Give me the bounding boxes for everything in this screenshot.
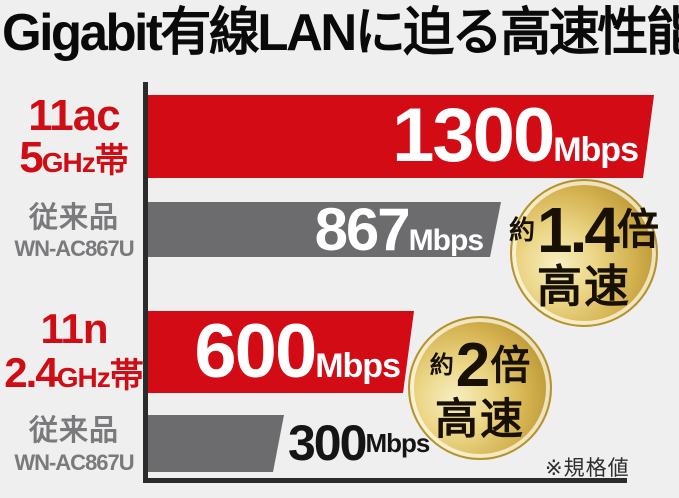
band-unit: GHz: [56, 362, 111, 393]
badge-speed-label: 高速: [536, 260, 631, 312]
badge-factor: 1.4: [537, 193, 620, 266]
speedup-badge-1-4x: 約 1.4 倍 高速: [509, 179, 659, 327]
band-number: 5: [19, 133, 44, 182]
bar-value-unit: Mbps: [365, 428, 430, 459]
bar-value-number: 867: [314, 196, 409, 263]
bar-value-unit: Mbps: [408, 224, 483, 257]
badge-factor-line: 約 1.4 倍: [509, 198, 659, 262]
bar-11n-600: 600 Mbps: [148, 311, 414, 393]
bar-value-unit: Mbps: [553, 131, 638, 170]
badge-approx: 約: [429, 351, 454, 379]
band-unit: GHz: [41, 147, 96, 178]
badge-approx: 約: [509, 214, 536, 245]
bar-value: 1300 Mbps: [392, 100, 638, 172]
bar-label-band-2-4ghz: 2.4GHz帯: [0, 352, 148, 394]
bar-value-number: 600: [194, 308, 316, 394]
bar-value: 867 Mbps: [315, 201, 483, 258]
bar-label-band-5ghz: 5GHz帯: [0, 136, 148, 180]
band-suffix: 帯: [94, 142, 129, 180]
bar-value-number: 1300: [392, 93, 554, 179]
x-axis-line: [143, 478, 627, 483]
bar-label-model-2: WN-AC867U: [14, 450, 134, 475]
band-suffix: 帯: [109, 357, 144, 395]
bar-label-legacy-1: 従来品: [28, 202, 119, 234]
bar-label-11ac: 11ac: [28, 91, 120, 140]
bar-label-legacy-2: 従来品: [28, 415, 119, 447]
badge-factor: 2: [455, 330, 491, 400]
y-axis-line: [143, 82, 148, 483]
bar-legacy-300: [148, 415, 284, 472]
badge-speed-label: 高速: [435, 395, 525, 444]
badge-times: 倍: [490, 343, 531, 388]
bar-value: 600 Mbps: [194, 316, 400, 388]
bar-value-number: 300: [288, 414, 367, 471]
footnote-standard-value: ※規格値: [545, 457, 630, 480]
band-number: 2.4: [4, 349, 58, 396]
bar-legacy-867: 867 Mbps: [148, 202, 501, 257]
bar-label-model-1: WN-AC867U: [14, 236, 134, 261]
bar-label-11n: 11n: [40, 305, 108, 352]
bar-11ac-1300: 1300 Mbps: [148, 95, 654, 178]
chart-title: Gigabit有線LANに迫る高速性能: [2, 4, 679, 62]
bar-value-unit: Mbps: [315, 346, 400, 385]
badge-times: 倍: [616, 205, 659, 253]
bar-value-outside: 300 Mbps: [288, 414, 430, 472]
